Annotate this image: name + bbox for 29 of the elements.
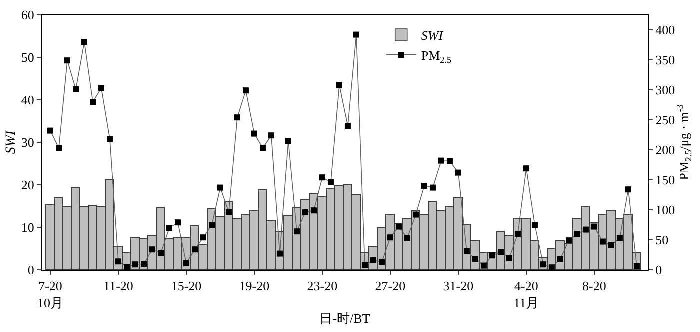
x-tick-label: 19-20	[239, 278, 270, 294]
y2-tick-label: 100	[656, 202, 676, 218]
x-tick-label: 8-20	[582, 278, 606, 294]
y2-tick-label: 300	[656, 82, 676, 98]
x-axis-title: 日-时/BT	[320, 311, 370, 326]
x-tick-label: 27-20	[375, 278, 406, 294]
y2-tick-label: 250	[656, 112, 676, 128]
y-tick-label: 10	[21, 220, 34, 236]
legend-label: PM$_{2.5}$	[421, 48, 452, 65]
y-tick-label: 60	[21, 8, 34, 23]
x-tick-label: 15-20	[171, 278, 202, 294]
y2-tick-label: 350	[656, 52, 676, 68]
x-tick-label: 11-20	[104, 278, 134, 294]
x-tick-label: 31-20	[443, 278, 474, 294]
y2-tick-label: 200	[656, 142, 676, 158]
x-tick-label: 23-20	[307, 278, 338, 294]
y-tick-label: 30	[21, 135, 34, 150]
y-tick-label: 40	[21, 92, 34, 108]
x-tick-label: 7-20 10月	[38, 278, 64, 310]
x-tick-label: 4-20 11月	[514, 278, 540, 310]
legend-label: SWI	[421, 28, 444, 44]
y2-tick-label: 150	[656, 172, 676, 188]
y2-tick-label: 0	[656, 262, 662, 278]
y-tick-label: 20	[21, 178, 34, 193]
y-axis-title: SWI	[4, 130, 19, 154]
y-tick-label: 50	[21, 50, 34, 66]
y-tick-label: 0	[28, 262, 34, 278]
y2-tick-label: 50	[656, 232, 669, 248]
y2-tick-label: 400	[656, 22, 676, 38]
